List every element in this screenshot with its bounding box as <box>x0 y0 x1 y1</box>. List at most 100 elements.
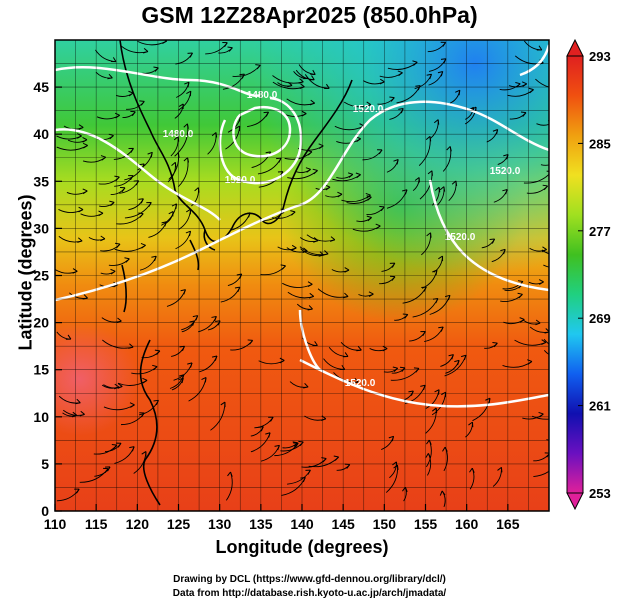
streamline-arrow <box>497 466 503 473</box>
streamline-arrow <box>186 90 192 97</box>
streamline-arrow <box>397 70 403 77</box>
grid-lines <box>55 40 549 511</box>
streamline-arrow <box>329 236 336 242</box>
streamline-arrow <box>426 73 433 80</box>
streamline-arrow <box>382 345 388 352</box>
streamline-arrow <box>110 57 117 63</box>
streamline <box>195 40 202 41</box>
streamline-arrow <box>128 147 134 153</box>
streamline-arrow <box>303 74 309 80</box>
streamline-arrow <box>460 354 467 361</box>
temperature-field: 1480.01520.01520.01520.01520.01480.01520… <box>55 40 560 511</box>
y-tick-label: 40 <box>33 126 49 142</box>
streamline-arrow <box>298 78 304 84</box>
streamline-arrow <box>439 186 446 192</box>
x-tick-label: 145 <box>331 516 355 532</box>
streamline-arrow <box>201 376 207 383</box>
streamline-arrow <box>389 96 395 102</box>
streamline-arrow <box>440 41 447 47</box>
streamline-arrow <box>119 186 126 193</box>
y-tick-label: 30 <box>33 220 49 236</box>
x-tick-label: 110 <box>44 516 67 532</box>
streamline-arrow <box>128 343 134 349</box>
streamline-arrow <box>554 461 559 465</box>
y-tick-label: 10 <box>33 409 49 425</box>
colorbar-min-triangle <box>566 492 584 511</box>
streamline-arrow <box>446 146 452 152</box>
streamline-arrow <box>344 267 350 273</box>
streamline-arrow <box>298 440 304 447</box>
streamline-arrow <box>368 291 374 297</box>
streamline-arrow <box>129 402 135 408</box>
streamline-arrow <box>82 142 88 149</box>
streamline-arrow <box>434 389 440 395</box>
streamline-arrow <box>78 206 84 213</box>
streamline-arrow <box>342 352 349 358</box>
streamline-arrow <box>151 255 157 262</box>
streamline-arrow <box>536 45 543 51</box>
streamline-arrow <box>321 457 327 463</box>
streamline-arrow <box>141 451 147 457</box>
y-axis: 0 5 10 15 20 25 30 35 40 45 <box>33 79 62 519</box>
colorbar-max-triangle <box>566 38 584 57</box>
streamline-arrow <box>305 469 311 475</box>
streamline-arrow <box>455 89 461 96</box>
streamline-arrow <box>227 46 233 52</box>
streamline-arrow <box>519 317 525 323</box>
streamline-arrow <box>187 362 193 368</box>
streamline-arrow <box>337 191 343 198</box>
credit-drawing: Drawing by DCL (https://www.gfd-dennou.o… <box>173 574 446 585</box>
streamline-arrow <box>365 192 371 199</box>
streamline-arrow <box>310 69 316 75</box>
streamline-arrow <box>290 210 296 216</box>
colorbar-tick-label: 261 <box>589 399 611 414</box>
streamline-arrow <box>74 488 80 494</box>
colorbar-tick-label: 293 <box>589 49 611 64</box>
y-tick-label: 0 <box>41 503 49 519</box>
streamline-arrow <box>555 353 560 357</box>
streamline-arrow <box>389 262 396 268</box>
streamline-arrow <box>138 198 144 204</box>
streamline-arrow <box>420 384 426 391</box>
streamline-arrow <box>538 279 544 285</box>
streamline-arrow <box>279 357 285 364</box>
streamline-arrow <box>469 467 475 473</box>
streamline-arrow <box>65 334 72 340</box>
streamline-arrow <box>168 210 174 217</box>
streamline-arrow <box>307 281 313 287</box>
coastlines <box>119 40 353 506</box>
colorbar-bar <box>566 55 584 494</box>
streamline-arrow <box>110 268 116 275</box>
streamline-arrow <box>454 359 460 366</box>
streamline-arrow <box>268 416 274 422</box>
streamline-arrow <box>420 330 426 337</box>
streamline-arrow <box>356 345 362 352</box>
streamline-arrow <box>520 111 527 117</box>
contour-label: 1520.0 <box>345 378 376 389</box>
streamline-arrow <box>366 101 372 108</box>
streamline-arrow <box>147 151 153 158</box>
streamline-arrow <box>353 377 359 384</box>
contour-label: 1480.0 <box>247 90 278 101</box>
streamline-arrow <box>551 160 556 165</box>
streamline-arrow <box>521 81 528 88</box>
streamline-arrow <box>292 441 298 447</box>
streamline-arrow <box>542 184 548 191</box>
streamline-arrow <box>333 455 340 461</box>
streamline-arrow <box>187 52 193 58</box>
colorbar-tick-label: 277 <box>589 224 611 239</box>
streamline-arrow <box>100 235 106 242</box>
streamline-arrow <box>142 377 148 384</box>
streamline-arrow <box>448 354 454 360</box>
x-tick-label: 115 <box>85 516 108 532</box>
streamline-arrow <box>344 463 351 469</box>
streamline-arrow <box>309 75 315 81</box>
streamline-arrow <box>189 320 195 326</box>
streamline-arrow <box>312 168 318 175</box>
streamline-arrow <box>377 149 383 155</box>
streamline-arrow <box>555 251 560 256</box>
streamline-arrow <box>502 189 508 195</box>
streamline <box>547 46 549 49</box>
streamline-arrow <box>379 78 385 85</box>
streamline-arrow <box>555 51 560 56</box>
